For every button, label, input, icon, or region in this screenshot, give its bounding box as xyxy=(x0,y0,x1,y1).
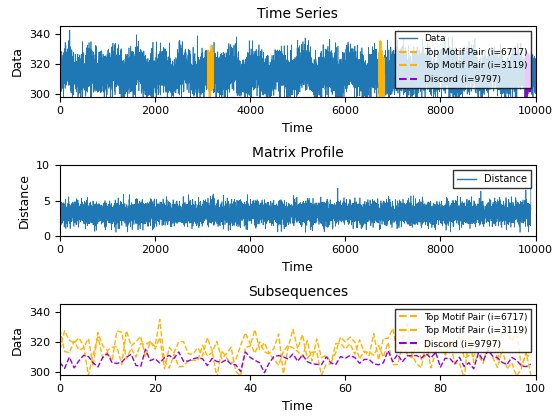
Line: Top Motif Pair (i=3119): Top Motif Pair (i=3119) xyxy=(60,324,531,377)
Top Motif Pair (i=6717) xyxy=(57,347,63,352)
Top Motif Pair (i=6717) xyxy=(147,339,153,344)
Discord (i=9797) xyxy=(347,353,353,358)
Legend: Data, Top Motif Pair (i=6717), Top Motif Pair (i=3119), Discord (i=9797): Data, Top Motif Pair (i=6717), Top Motif… xyxy=(395,31,531,87)
Top Motif Pair (i=3119) xyxy=(147,339,153,344)
Top Motif Pair (i=3119) xyxy=(513,328,520,333)
Discord (i=9797) xyxy=(261,370,268,375)
Discord (i=9797) xyxy=(513,357,520,362)
Y-axis label: Data: Data xyxy=(11,47,24,76)
Top Motif Pair (i=3119) xyxy=(342,339,349,344)
Discord (i=9797) xyxy=(171,356,178,361)
X-axis label: Time: Time xyxy=(282,122,313,135)
Top Motif Pair (i=3119) xyxy=(213,375,220,380)
Legend: Top Motif Pair (i=6717), Top Motif Pair (i=3119), Discord (i=9797): Top Motif Pair (i=6717), Top Motif Pair … xyxy=(395,309,531,352)
Top Motif Pair (i=3119) xyxy=(499,329,506,334)
Top Motif Pair (i=3119) xyxy=(528,354,534,359)
Top Motif Pair (i=6717) xyxy=(499,347,506,352)
Title: Subsequences: Subsequences xyxy=(248,285,348,299)
X-axis label: Time: Time xyxy=(282,400,313,413)
Legend: Distance: Distance xyxy=(452,170,531,188)
Top Motif Pair (i=3119) xyxy=(57,326,63,331)
Y-axis label: Distance: Distance xyxy=(17,173,31,228)
Top Motif Pair (i=3119) xyxy=(166,345,172,350)
Top Motif Pair (i=3119) xyxy=(304,338,311,343)
Top Motif Pair (i=6717) xyxy=(171,352,178,357)
Discord (i=9797) xyxy=(152,356,158,361)
Top Motif Pair (i=6717) xyxy=(513,373,520,378)
Line: Discord (i=9797): Discord (i=9797) xyxy=(60,349,531,373)
Line: Top Motif Pair (i=6717): Top Motif Pair (i=6717) xyxy=(60,319,531,378)
Y-axis label: Data: Data xyxy=(11,325,24,354)
Top Motif Pair (i=6717) xyxy=(461,375,468,381)
Discord (i=9797) xyxy=(57,360,63,365)
Top Motif Pair (i=6717) xyxy=(342,346,349,352)
Top Motif Pair (i=3119) xyxy=(404,321,410,326)
Title: Matrix Profile: Matrix Profile xyxy=(252,146,344,160)
Discord (i=9797) xyxy=(499,360,506,365)
Title: Time Series: Time Series xyxy=(257,7,338,21)
Top Motif Pair (i=6717) xyxy=(156,317,163,322)
Top Motif Pair (i=6717) xyxy=(304,356,311,361)
Top Motif Pair (i=6717) xyxy=(528,372,534,377)
Discord (i=9797) xyxy=(309,361,315,366)
Discord (i=9797) xyxy=(142,347,149,352)
Discord (i=9797) xyxy=(528,362,534,367)
X-axis label: Time: Time xyxy=(282,261,313,274)
